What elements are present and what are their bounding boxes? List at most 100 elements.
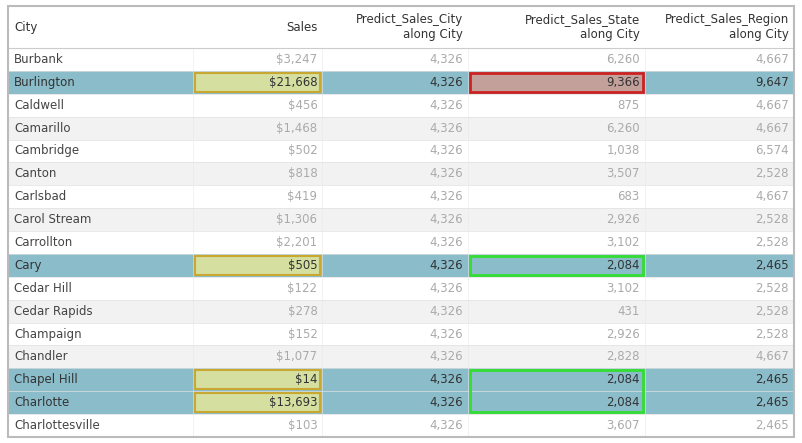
Text: 683: 683 [618,190,640,203]
Text: Sales: Sales [286,20,318,34]
Text: $2,201: $2,201 [276,236,318,249]
Text: 6,260: 6,260 [606,53,640,66]
Text: $103: $103 [288,419,318,432]
Text: 4,326: 4,326 [429,190,463,203]
Text: Burlington: Burlington [14,76,75,89]
Text: 4,326: 4,326 [429,373,463,386]
Text: $122: $122 [287,282,318,295]
Text: 2,528: 2,528 [755,167,789,180]
Bar [8,6,794,48]
Text: 4,326: 4,326 [429,236,463,249]
FancyBboxPatch shape [195,256,321,275]
Text: Predict_Sales_State
along City: Predict_Sales_State along City [525,13,640,41]
Text: 2,926: 2,926 [606,213,640,226]
Text: 4,326: 4,326 [429,396,463,409]
Text: 4,326: 4,326 [429,53,463,66]
Text: 2,528: 2,528 [755,327,789,341]
Text: 4,326: 4,326 [429,350,463,363]
Text: 4,326: 4,326 [429,419,463,432]
Text: 3,507: 3,507 [606,167,640,180]
Bar [8,117,794,140]
Text: Charlotte: Charlotte [14,396,69,409]
Text: 2,528: 2,528 [755,282,789,295]
Text: City: City [14,20,38,34]
Text: 2,084: 2,084 [606,259,640,272]
Bar [8,277,794,300]
Bar [8,231,794,254]
Bar [8,208,794,231]
FancyBboxPatch shape [195,73,321,92]
Text: 3,102: 3,102 [606,282,640,295]
Text: $21,668: $21,668 [269,76,318,89]
FancyBboxPatch shape [470,73,642,92]
Text: 1,038: 1,038 [606,144,640,157]
Text: 6,260: 6,260 [606,121,640,135]
Bar [8,71,794,94]
Text: Camarillo: Camarillo [14,121,71,135]
Text: 2,465: 2,465 [755,373,789,386]
Bar [8,48,794,71]
Text: 4,326: 4,326 [429,144,463,157]
Text: 2,084: 2,084 [606,373,640,386]
Text: 2,465: 2,465 [755,419,789,432]
Text: 4,326: 4,326 [429,282,463,295]
Text: Cambridge: Cambridge [14,144,79,157]
Text: $818: $818 [288,167,318,180]
Bar [8,323,794,346]
Text: 4,667: 4,667 [755,53,789,66]
Text: $278: $278 [288,305,318,318]
Bar [8,414,794,437]
Text: 4,326: 4,326 [429,167,463,180]
Text: 9,647: 9,647 [755,76,789,89]
Text: $1,468: $1,468 [276,121,318,135]
Bar [8,346,794,368]
Text: 4,326: 4,326 [429,99,463,112]
Text: Carlsbad: Carlsbad [14,190,67,203]
Text: 2,528: 2,528 [755,236,789,249]
Text: Cary: Cary [14,259,42,272]
Bar [8,300,794,323]
Text: Chapel Hill: Chapel Hill [14,373,78,386]
FancyBboxPatch shape [195,370,321,389]
Text: $1,306: $1,306 [277,213,318,226]
Text: 4,667: 4,667 [755,99,789,112]
Text: $456: $456 [288,99,318,112]
Bar [8,254,794,277]
Text: Carol Stream: Carol Stream [14,213,91,226]
Text: 4,326: 4,326 [429,76,463,89]
Bar [8,94,794,117]
Text: Cedar Rapids: Cedar Rapids [14,305,92,318]
Text: $14: $14 [295,373,318,386]
Text: Burbank: Burbank [14,53,63,66]
Text: 4,326: 4,326 [429,259,463,272]
Text: Chandler: Chandler [14,350,67,363]
Bar [8,185,794,208]
Text: 9,366: 9,366 [606,76,640,89]
Text: Predict_Sales_City
along City: Predict_Sales_City along City [355,13,463,41]
Text: Predict_Sales_Region
along City: Predict_Sales_Region along City [665,13,789,41]
Text: 4,326: 4,326 [429,305,463,318]
Bar [8,140,794,163]
Text: $1,077: $1,077 [276,350,318,363]
Text: 4,667: 4,667 [755,121,789,135]
Text: 4,326: 4,326 [429,327,463,341]
Text: 3,102: 3,102 [606,236,640,249]
Text: 6,574: 6,574 [755,144,789,157]
Text: $3,247: $3,247 [276,53,318,66]
Bar [8,391,794,414]
Text: Carrollton: Carrollton [14,236,72,249]
FancyBboxPatch shape [195,393,321,412]
Bar [8,163,794,185]
Text: 2,828: 2,828 [606,350,640,363]
Text: 4,667: 4,667 [755,190,789,203]
Text: 2,528: 2,528 [755,213,789,226]
Text: 2,465: 2,465 [755,396,789,409]
Text: Caldwell: Caldwell [14,99,64,112]
Text: 2,926: 2,926 [606,327,640,341]
Text: Champaign: Champaign [14,327,82,341]
Text: Canton: Canton [14,167,56,180]
Text: $419: $419 [287,190,318,203]
Text: 3,607: 3,607 [606,419,640,432]
Text: 2,528: 2,528 [755,305,789,318]
Text: Charlottesville: Charlottesville [14,419,99,432]
